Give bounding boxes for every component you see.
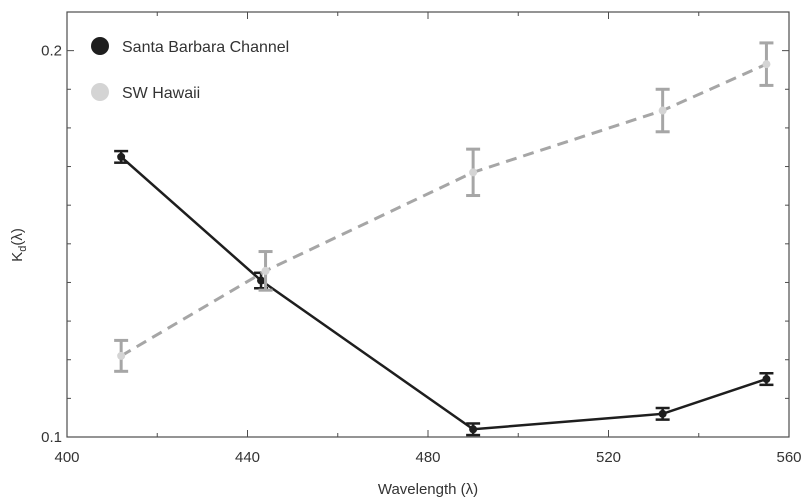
x-axis-label: Wavelength (λ): [378, 481, 478, 498]
plot-frame: [66, 11, 790, 438]
ticks: 400 440 480 520 560 0.1 0.2: [41, 12, 802, 466]
data-point: [469, 425, 478, 434]
y-axis-label: Kd(λ): [9, 228, 29, 262]
x-tick-label: 560: [776, 449, 801, 466]
data-point: [117, 351, 126, 360]
y-axis-label-tail: (λ): [9, 228, 26, 246]
y-axis-label-main: K: [9, 252, 26, 262]
data-point: [762, 60, 771, 69]
x-tick-label: 440: [235, 449, 260, 466]
data-point: [257, 276, 266, 285]
y-tick-label: 0.2: [41, 43, 62, 60]
data-point: [261, 266, 270, 275]
legend-label: SW Hawaii: [122, 85, 200, 102]
series-2: [114, 41, 774, 373]
y-tick-label: 0.1: [41, 429, 62, 446]
series-line: [120, 155, 767, 431]
x-tick-label: 520: [596, 449, 621, 466]
data-point: [117, 152, 126, 161]
series-layer: [114, 41, 774, 437]
series-line: [120, 62, 768, 358]
x-tick-label: 480: [415, 449, 440, 466]
data-point: [658, 106, 667, 115]
legend-label: Santa Barbara Channel: [122, 39, 289, 56]
x-tick-label: 400: [54, 449, 79, 466]
data-point: [469, 168, 478, 177]
legend: Santa Barbara Channel SW Hawaii: [91, 37, 289, 102]
legend-marker: [91, 37, 109, 55]
y-axis-label-sub: d: [17, 246, 29, 252]
data-point: [762, 375, 771, 384]
series-1: [114, 149, 774, 437]
svg-text:Kd(λ): Kd(λ): [9, 228, 29, 262]
data-point: [658, 409, 667, 418]
legend-marker: [91, 83, 109, 101]
